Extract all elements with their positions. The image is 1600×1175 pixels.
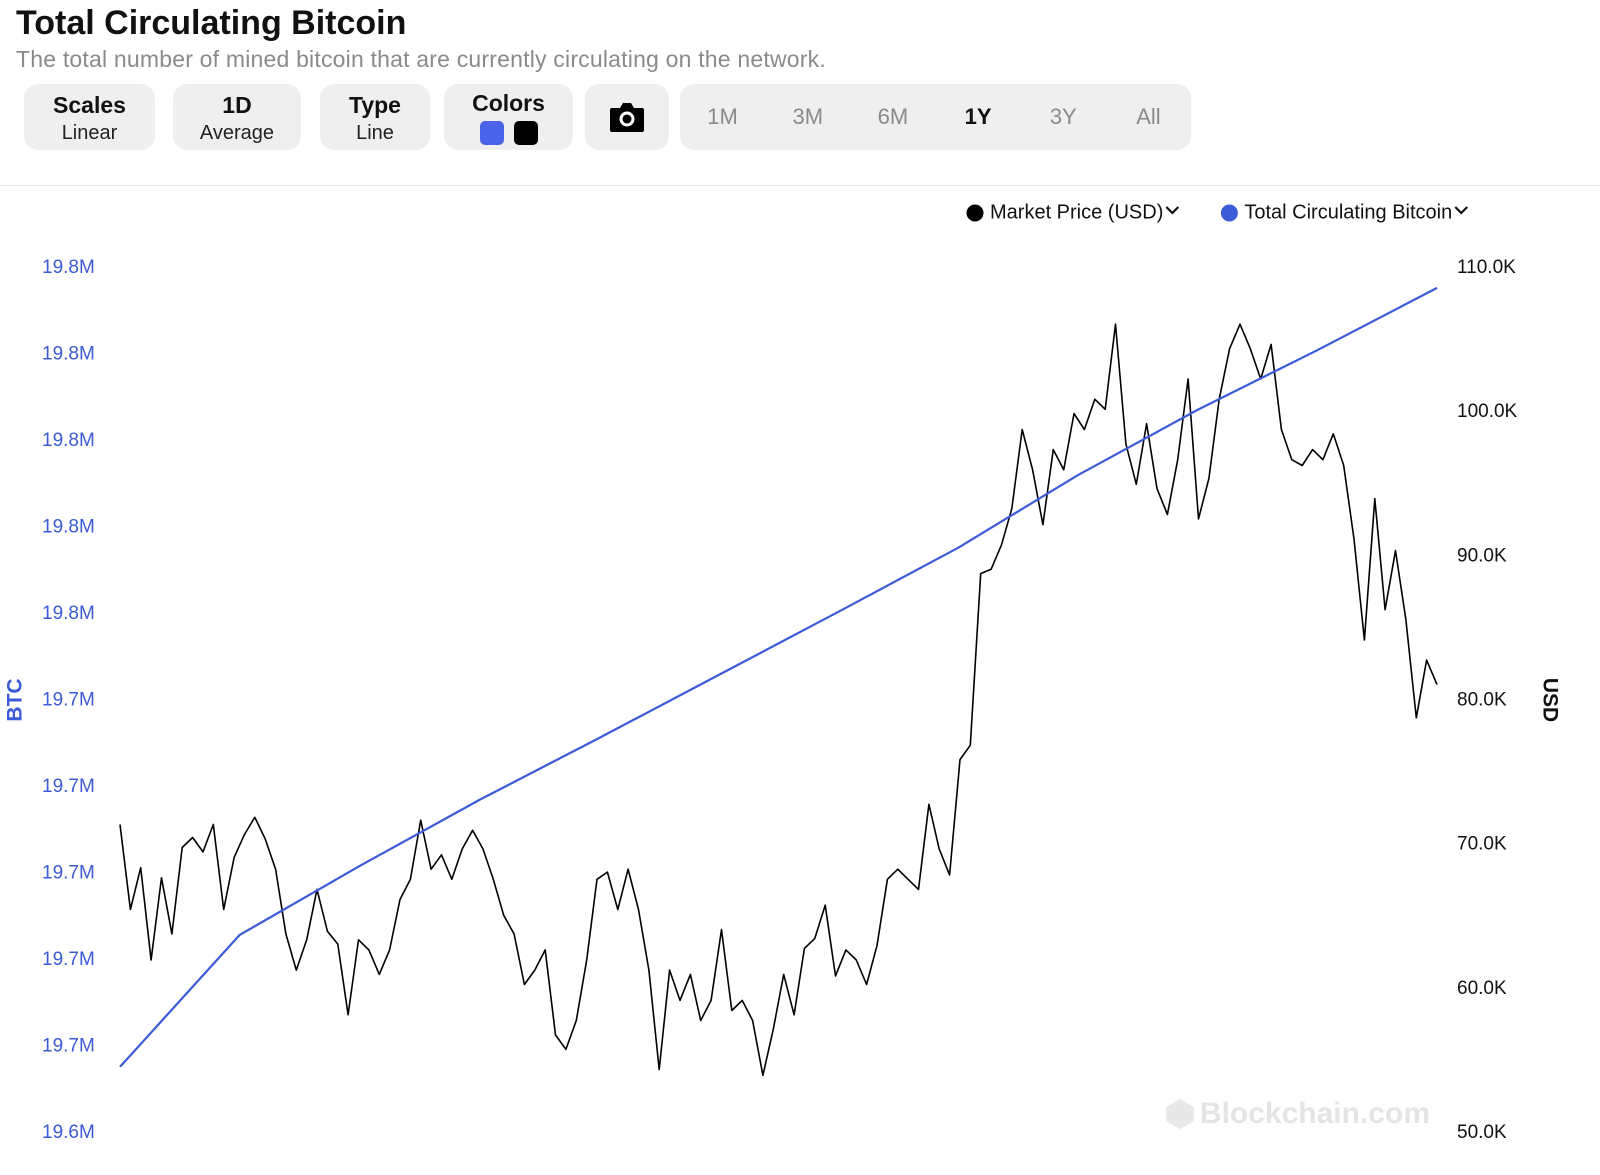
color-swatch[interactable] bbox=[479, 121, 504, 145]
button-value: Average bbox=[199, 122, 275, 144]
button-title: Type bbox=[349, 92, 401, 118]
y-axis-title: BTC bbox=[4, 678, 27, 721]
y-tick-label: 19.8M bbox=[42, 344, 95, 365]
button-value: Line bbox=[356, 122, 394, 144]
swatches bbox=[475, 121, 543, 149]
y-tick-label: 19.7M bbox=[42, 1036, 95, 1057]
scales-button[interactable]: Scales Linear bbox=[24, 84, 155, 150]
y2-axis-title: USD bbox=[1538, 678, 1561, 722]
legend-item[interactable]: Market Price (USD) bbox=[966, 201, 1180, 223]
y2-tick-label: 60.0K bbox=[1457, 978, 1507, 999]
type-button[interactable]: Type Line bbox=[320, 84, 430, 150]
color-swatch[interactable] bbox=[513, 121, 538, 145]
y-tick-label: 19.8M bbox=[42, 430, 95, 451]
legend-chevron bbox=[1454, 206, 1469, 215]
y2-tick-label: 100.0K bbox=[1457, 401, 1518, 422]
legend-dot bbox=[1220, 204, 1238, 222]
range-tab[interactable]: 1Y bbox=[964, 104, 992, 129]
legend-chevron bbox=[1165, 206, 1180, 215]
y2-tick-label: 70.0K bbox=[1457, 834, 1507, 855]
legend-label: Total Circulating Bitcoin bbox=[1244, 201, 1452, 223]
range-tabs: 1M 3M 6M 1Y 3Y All bbox=[680, 84, 1191, 150]
subtitle: The total number of mined bitcoin that a… bbox=[16, 46, 826, 72]
y2-tick-label: 50.0K bbox=[1457, 1122, 1507, 1143]
range-tab[interactable]: 1M bbox=[707, 104, 738, 129]
y2-tick-label: 90.0K bbox=[1457, 545, 1507, 566]
series-line bbox=[119, 323, 1438, 1077]
y-tick-label: 19.8M bbox=[42, 603, 95, 624]
watermark-logo bbox=[1166, 1099, 1194, 1129]
camera-icon bbox=[610, 103, 644, 132]
y2-tick-label: 110.0K bbox=[1457, 257, 1516, 278]
y-tick-label: 19.8M bbox=[42, 517, 95, 538]
y-tick-label: 19.7M bbox=[42, 949, 95, 970]
y2-tick-label: 80.0K bbox=[1457, 690, 1507, 711]
series-line bbox=[119, 286, 1438, 1068]
header: Total Circulating Bitcoin The total numb… bbox=[0, 0, 1600, 186]
button-value: Linear bbox=[61, 122, 118, 144]
title: Total Circulating Bitcoin bbox=[16, 4, 407, 42]
average-button[interactable]: 1D Average bbox=[173, 84, 301, 150]
range-tab[interactable]: 3M bbox=[792, 104, 824, 129]
button-title: 1D bbox=[222, 92, 252, 118]
y-tick-label: 19.7M bbox=[42, 690, 95, 711]
range-tab[interactable]: All bbox=[1136, 104, 1161, 129]
legend-dot bbox=[966, 204, 984, 222]
y-tick-label: 19.7M bbox=[42, 863, 95, 884]
legend-label: Market Price (USD) bbox=[990, 201, 1163, 223]
y-tick-label: 19.7M bbox=[42, 776, 95, 797]
colors-button[interactable]: Colors bbox=[444, 84, 573, 150]
watermark: Blockchain.com bbox=[1200, 1097, 1430, 1130]
legend-item[interactable]: Total Circulating Bitcoin bbox=[1220, 201, 1469, 223]
button-title: Scales bbox=[53, 92, 126, 118]
snapshot-button[interactable] bbox=[585, 84, 669, 150]
y-tick-label: 19.8M bbox=[42, 257, 95, 278]
range-tab[interactable]: 6M bbox=[877, 104, 909, 129]
range-tab[interactable]: 3Y bbox=[1049, 104, 1077, 129]
button-title: Colors bbox=[472, 90, 545, 116]
y-tick-label: 19.6M bbox=[42, 1122, 95, 1143]
